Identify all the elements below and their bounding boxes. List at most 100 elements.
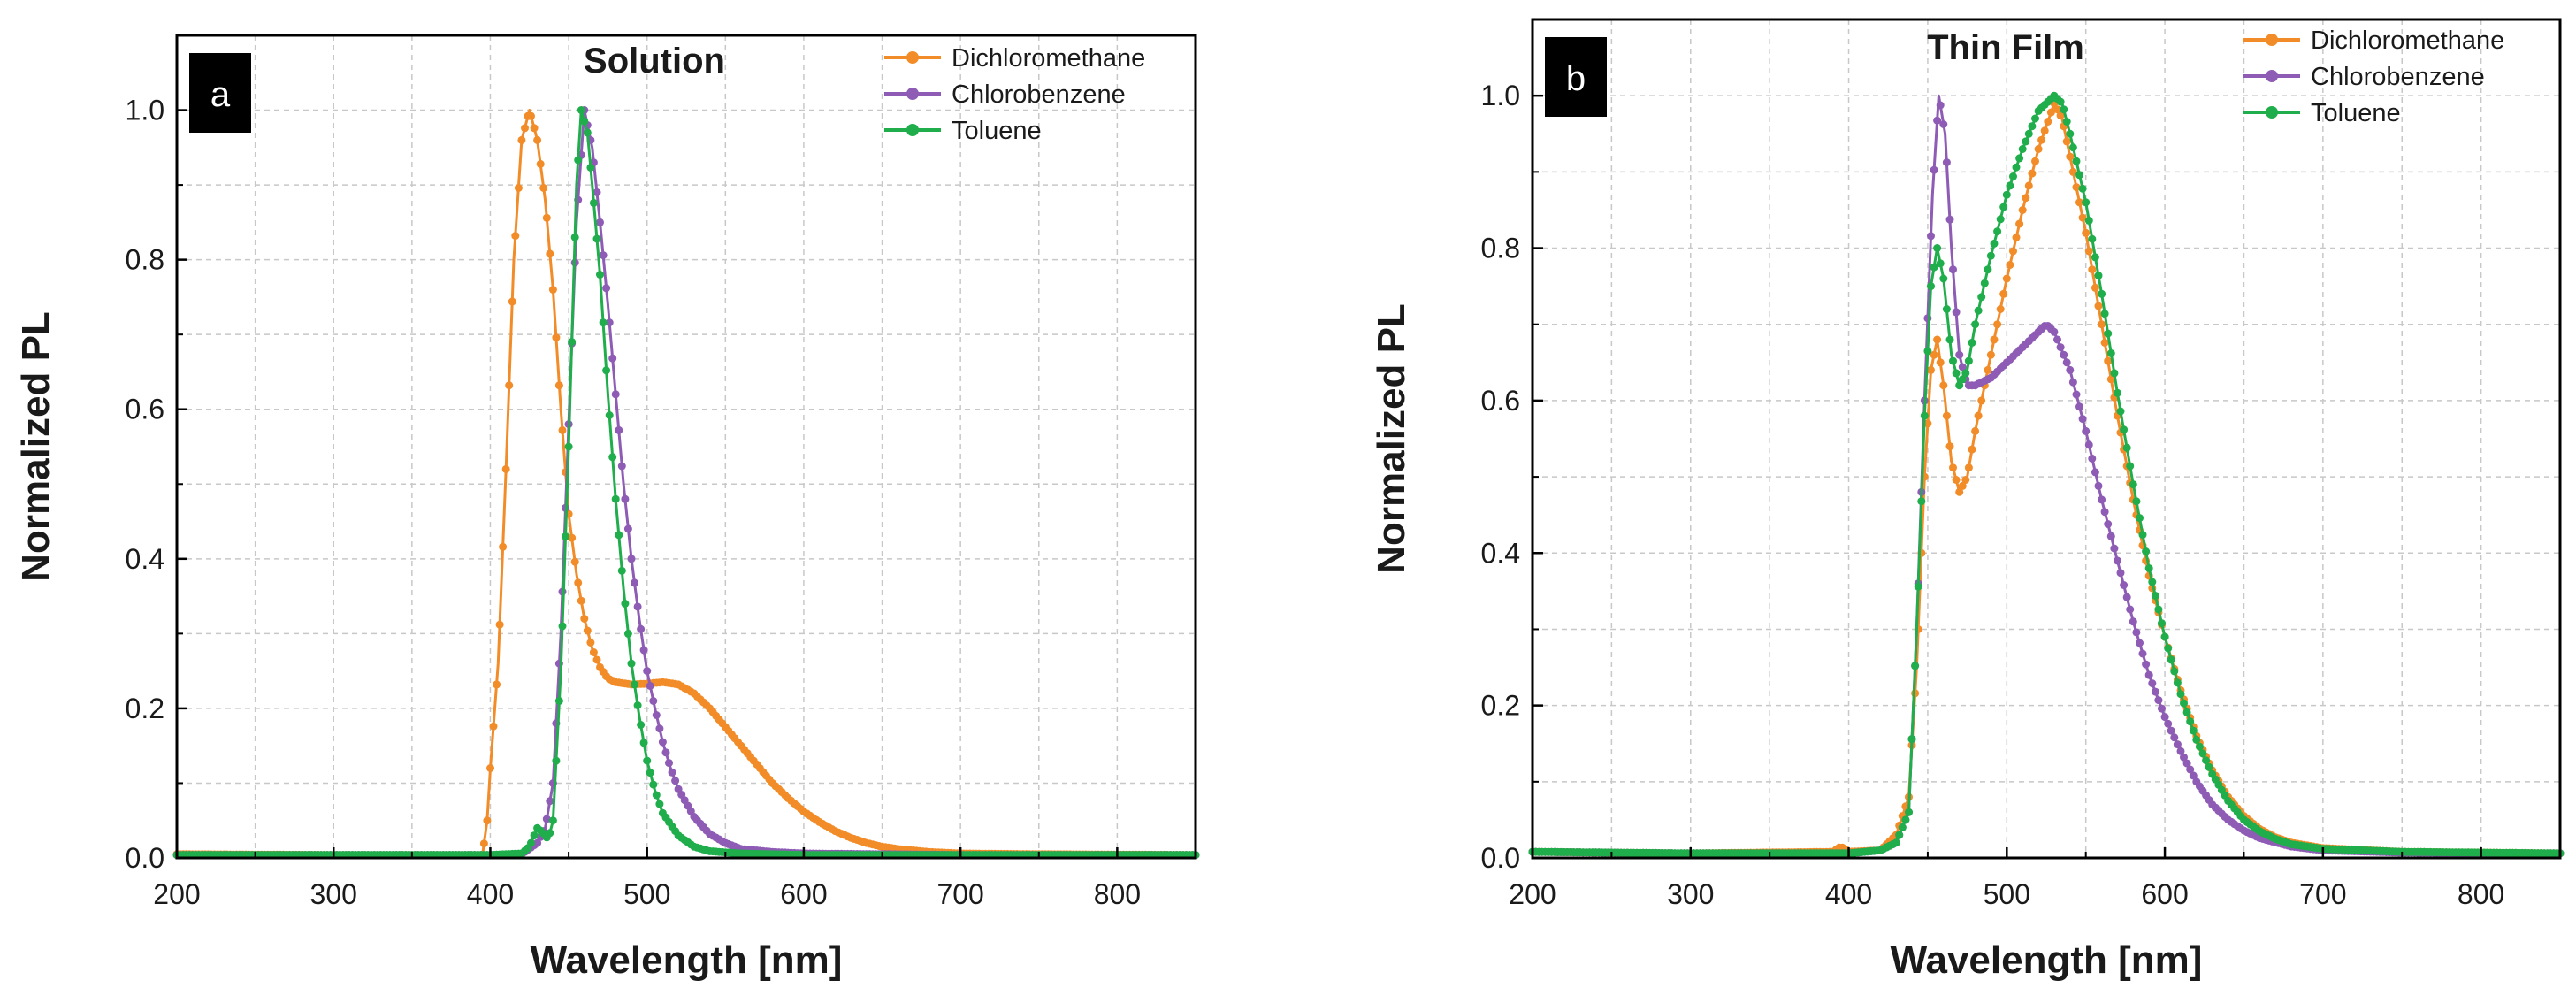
data-point: [2082, 426, 2091, 435]
data-point: [2110, 369, 2119, 378]
data-point: [1949, 265, 1957, 274]
data-point: [649, 697, 658, 705]
data-point: [2120, 581, 2129, 589]
data-point: [542, 213, 551, 222]
data-point: [2022, 137, 2030, 146]
data-point: [643, 667, 652, 676]
data-point: [1942, 305, 1951, 313]
data-point: [2002, 190, 2011, 199]
data-point: [2075, 198, 2083, 207]
data-point: [2078, 415, 2087, 424]
data-point: [2104, 520, 2113, 528]
data-point: [633, 602, 642, 611]
data-point: [1945, 335, 1954, 344]
data-point: [1993, 227, 2002, 236]
data-point: [2138, 531, 2147, 540]
data-point: [2060, 350, 2068, 359]
data-point: [643, 756, 652, 765]
data-point: [1911, 662, 1920, 670]
data-point: [2148, 578, 2157, 586]
data-point: [2136, 514, 2144, 523]
data-point: [2186, 717, 2195, 726]
data-point: [2062, 137, 2071, 146]
data-point: [2098, 495, 2106, 504]
data-point: [2024, 181, 2033, 190]
plot-frame: [175, 34, 1197, 860]
data-point: [2202, 756, 2211, 765]
data-point: [2088, 234, 2097, 243]
data-point: [599, 318, 608, 327]
data-point: [2068, 167, 2077, 176]
data-point: [631, 578, 638, 587]
data-point: [1949, 463, 1957, 472]
data-point: [539, 184, 548, 192]
data-point: [2167, 655, 2175, 664]
data-point: [2012, 234, 2021, 241]
y-tick-label: 0.6: [126, 394, 164, 425]
data-point: [605, 318, 614, 327]
series-line: [176, 109, 1196, 857]
data-point: [589, 198, 598, 207]
data-point: [2116, 407, 2125, 416]
data-point: [2100, 508, 2109, 517]
data-point: [552, 756, 561, 765]
data-point: [1930, 350, 1938, 359]
data-point: [2066, 365, 2075, 374]
data-point: [530, 124, 539, 133]
data-point: [2154, 605, 2163, 614]
data-point: [568, 338, 577, 347]
data-point: [627, 659, 636, 668]
data-point: [2129, 480, 2137, 489]
data-point: [1927, 282, 1935, 291]
data-point: [546, 797, 554, 806]
data-point: [2170, 733, 2179, 742]
data-point: [2154, 696, 2163, 705]
y-tick-label: 1.0: [1481, 80, 1520, 111]
data-point: [2173, 678, 2182, 687]
data-point: [2066, 152, 2075, 161]
data-point: [580, 615, 589, 623]
data-point: [479, 839, 488, 848]
series-chlorobenzene: [172, 106, 1200, 860]
data-point: [1952, 476, 1961, 484]
data-point: [2078, 184, 2087, 193]
data-point: [2094, 302, 2103, 310]
y-tick-label: 0.4: [1481, 537, 1520, 569]
x-tick-label: 400: [1825, 878, 1872, 910]
data-point: [623, 524, 632, 533]
data-point: [2158, 704, 2166, 713]
data-point: [2176, 747, 2185, 755]
data-point: [2018, 206, 2027, 214]
data-point: [2189, 726, 2198, 735]
data-point: [599, 251, 608, 260]
data-point: [577, 596, 585, 605]
data-point: [661, 748, 670, 757]
data-point: [2002, 274, 2011, 283]
data-point: [1990, 239, 1999, 248]
y-tick-label: 1.0: [126, 95, 164, 126]
data-point: [2088, 265, 2097, 274]
data-point: [570, 233, 579, 241]
data-point: [592, 188, 601, 196]
data-point: [589, 648, 598, 656]
data-point: [2084, 247, 2093, 256]
data-point: [2104, 356, 2113, 365]
data-point: [2012, 163, 2021, 172]
data-point: [577, 106, 585, 114]
series-toluene: [1528, 91, 2565, 858]
data-point: [580, 117, 589, 126]
data-point: [2088, 454, 2097, 463]
data-point: [2028, 122, 2037, 131]
data-point: [2205, 762, 2213, 771]
data-point: [1961, 369, 1970, 378]
data-point: [2189, 771, 2198, 780]
data-point: [658, 738, 667, 747]
data-point: [2176, 690, 2185, 699]
data-point: [649, 780, 658, 789]
x-axis-title: Wavelength [nm]: [531, 938, 843, 982]
data-point: [508, 297, 516, 306]
y-tick-label: 0.2: [1481, 690, 1520, 722]
data-point: [533, 838, 542, 847]
data-point: [1933, 116, 1942, 125]
